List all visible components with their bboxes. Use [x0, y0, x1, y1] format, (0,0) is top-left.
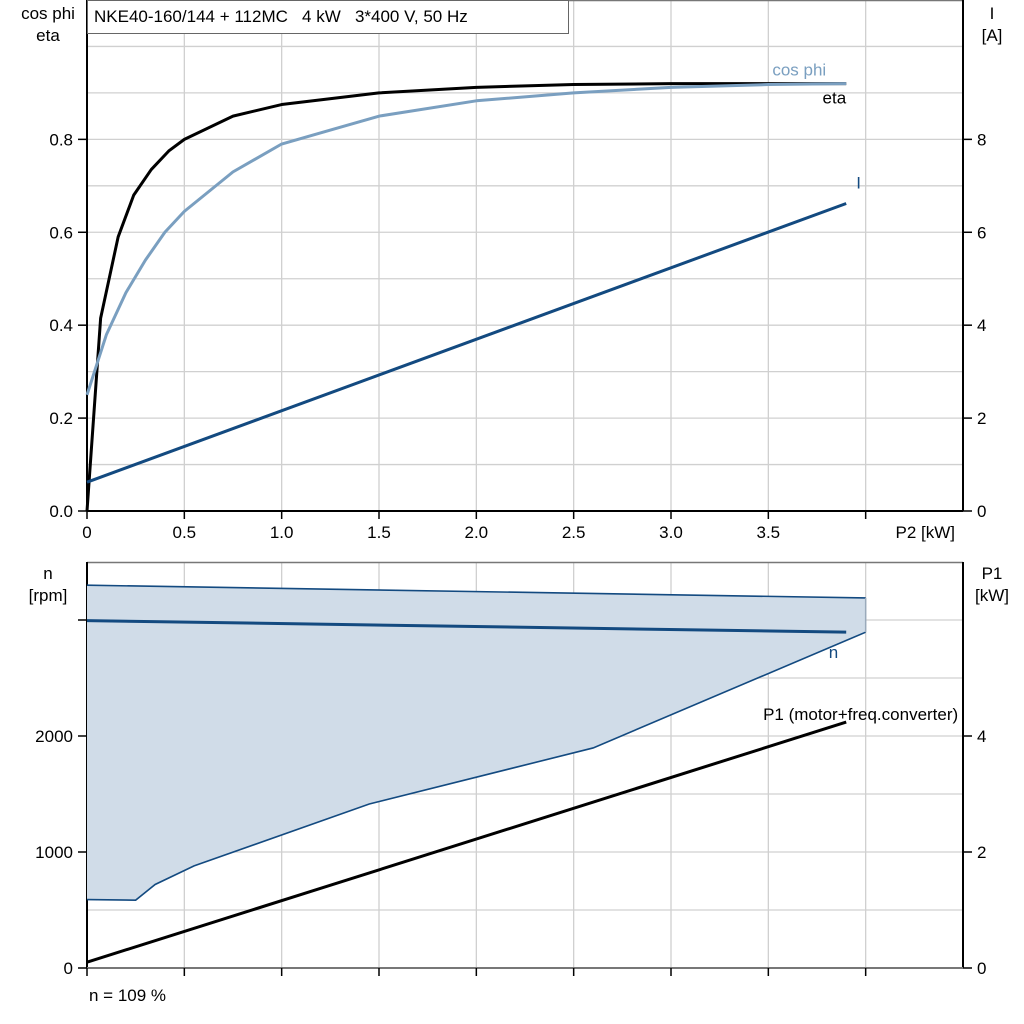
series-label-cos-phi: cos phi: [772, 61, 826, 80]
x-tick-label: 2.0: [465, 523, 489, 542]
y-right-axis-label: P1: [982, 564, 1003, 583]
x-axis-label: P2 [kW]: [895, 523, 955, 542]
x-tick-label: 2.5: [562, 523, 586, 542]
y-right-tick-label: 0: [977, 502, 986, 521]
speed-range-band: [87, 585, 866, 901]
y-right-tick-label: 4: [977, 316, 986, 335]
y-left-tick-label: 0.0: [49, 502, 73, 521]
series-label-eta: eta: [823, 89, 847, 108]
series-label-i: I: [856, 173, 861, 192]
y-right-axis-label: [kW]: [975, 586, 1009, 605]
y-right-tick-label: 0: [977, 959, 986, 978]
y-left-tick-label: 0.2: [49, 409, 73, 428]
series-line-eta: [85, 82, 847, 512]
y-left-tick-label: 0.4: [49, 316, 73, 335]
y-left-tick-label: 1000: [35, 843, 73, 862]
y-left-tick-label: 0.8: [49, 130, 73, 149]
y-right-tick-label: 2: [977, 409, 986, 428]
speed-range-min-line: [86, 631, 866, 901]
y-right-tick-label: 2: [977, 843, 986, 862]
y-left-axis-label: eta: [36, 26, 60, 45]
footer-speed: n = 109 %: [89, 986, 167, 1005]
y-left-tick-label: 0.6: [49, 223, 73, 242]
x-tick-label: 0: [82, 523, 91, 542]
y-right-tick-label: 6: [977, 223, 986, 242]
y-left-tick-label: 0: [64, 959, 73, 978]
y-left-axis-label: [rpm]: [29, 586, 68, 605]
x-tick-label: 0.5: [173, 523, 197, 542]
series-label-n: n: [829, 643, 838, 662]
y-right-tick-label: 8: [977, 130, 986, 149]
series-line-p1: [86, 720, 847, 964]
y-left-axis-label: cos phi: [21, 4, 75, 23]
x-tick-label: 1.0: [270, 523, 294, 542]
series-label-p1: P1 (motor+freq.converter): [763, 705, 958, 724]
series-line-i: [86, 202, 847, 484]
y-left-tick-label: 2000: [35, 727, 73, 746]
x-tick-label: 3.5: [757, 523, 781, 542]
series-line-n: [86, 619, 847, 634]
y-right-tick-label: 4: [977, 727, 986, 746]
speed-range-max-line: [86, 584, 866, 599]
y-right-axis-label: [A]: [982, 26, 1003, 45]
x-tick-label: 3.0: [659, 523, 683, 542]
y-left-axis-label: n: [43, 564, 52, 583]
x-tick-label: 1.5: [367, 523, 391, 542]
series-line-cos-phi: [85, 82, 847, 396]
y-right-axis-label: I: [990, 4, 995, 23]
chart-title: NKE40-160/144 + 112MC 4 kW 3*400 V, 50 H…: [87, 0, 569, 34]
